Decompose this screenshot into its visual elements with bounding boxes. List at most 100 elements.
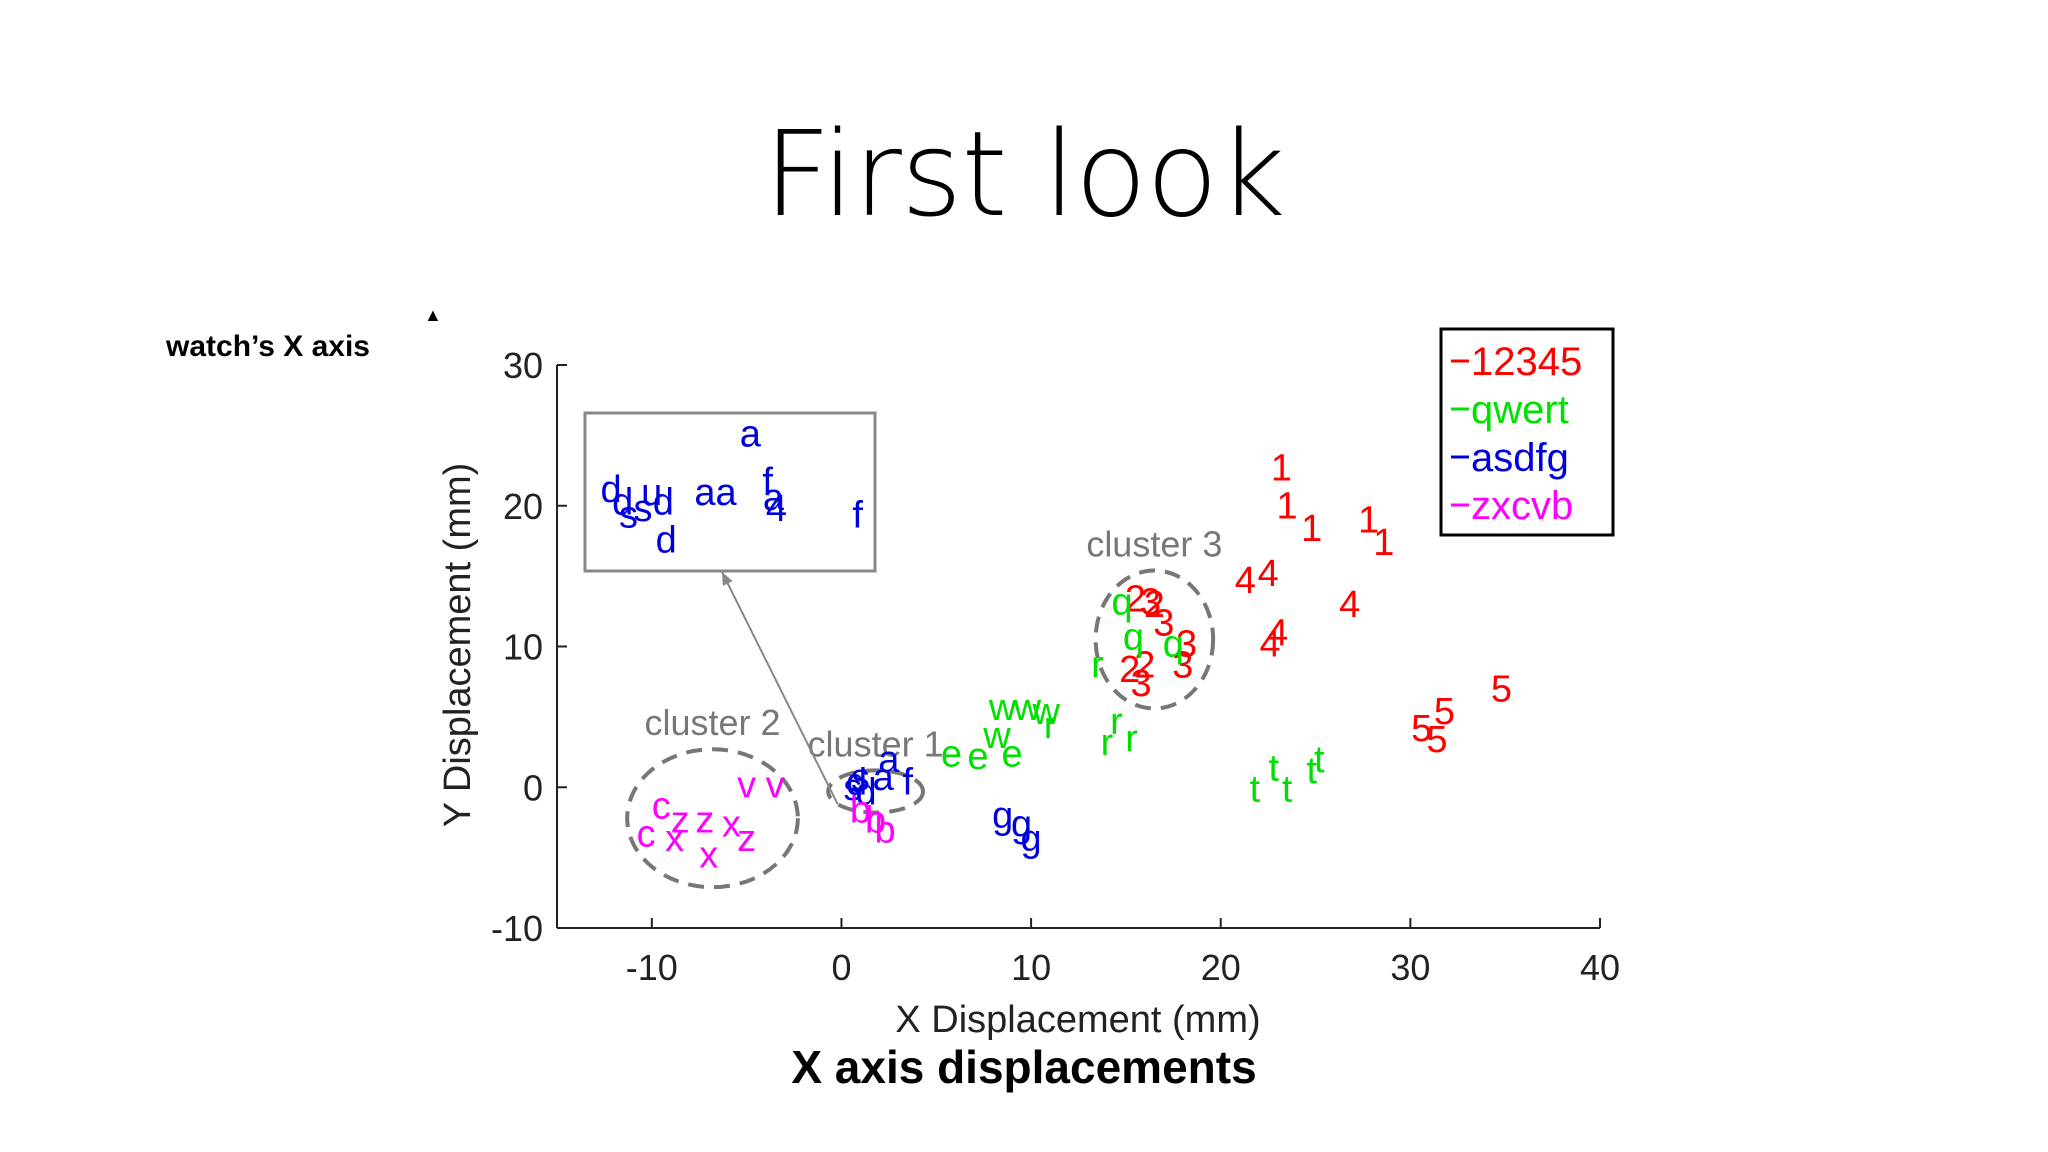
x-tick-label: 30 bbox=[1390, 947, 1430, 988]
y-axis-title: Y Displacement (mm) bbox=[437, 463, 479, 828]
slide-caption: X axis displacements bbox=[791, 1041, 1257, 1093]
legend-entry: 12345 bbox=[1471, 340, 1582, 384]
data-point: q bbox=[1163, 624, 1184, 666]
y-tick-label: 10 bbox=[503, 627, 543, 668]
inset-arrow-head bbox=[722, 572, 733, 586]
data-point: 1 bbox=[1373, 522, 1394, 564]
data-point: 3 bbox=[1176, 624, 1197, 666]
data-point: q bbox=[1123, 616, 1144, 658]
inset-arrow-line bbox=[721, 571, 839, 805]
x-tick-label: 0 bbox=[831, 947, 851, 988]
data-point: 2 bbox=[1119, 649, 1140, 691]
chart-axes: -10 0 10 20 30 40 -10 0 10 20 30 bbox=[491, 345, 1620, 988]
data-point: a bbox=[878, 739, 900, 781]
inset-point: s bbox=[619, 494, 638, 536]
data-point: s bbox=[851, 757, 870, 799]
data-point: 5 bbox=[1434, 691, 1455, 733]
data-point: 4 bbox=[1267, 612, 1288, 654]
inset-point: d bbox=[653, 482, 674, 524]
cluster-ellipse bbox=[826, 768, 925, 815]
legend-entry: zxcvb bbox=[1471, 484, 1573, 528]
data-point: e bbox=[967, 736, 988, 778]
data-point: r bbox=[1091, 645, 1104, 687]
data-point: g bbox=[1011, 804, 1032, 846]
data-point: t bbox=[1282, 769, 1293, 811]
data-point: 3 bbox=[1172, 645, 1193, 687]
data-point: 4 bbox=[1259, 624, 1280, 666]
data-point: c bbox=[652, 785, 671, 827]
y-tick-label: -10 bbox=[491, 908, 543, 949]
inset-point: d bbox=[601, 469, 622, 511]
x-tick-label: 10 bbox=[1011, 947, 1051, 988]
legend-entry: asdfg bbox=[1471, 436, 1569, 480]
data-point: x bbox=[722, 804, 741, 846]
data-point: 3 bbox=[1131, 663, 1152, 705]
data-point: v bbox=[766, 764, 785, 806]
cluster-label: cluster 1 bbox=[808, 723, 944, 764]
cluster-outlines: cluster 1 cluster 2 cluster 3 bbox=[625, 523, 1222, 890]
data-point: 2 bbox=[1134, 645, 1155, 687]
data-point: 4 bbox=[1258, 553, 1279, 595]
data-point: w bbox=[1013, 687, 1042, 729]
data-point: 1 bbox=[1271, 448, 1292, 490]
data-point: 2 bbox=[1144, 584, 1165, 626]
x-tick-label: 40 bbox=[1580, 947, 1620, 988]
data-point: r bbox=[1110, 701, 1123, 743]
y-tick-label: 20 bbox=[503, 486, 543, 527]
data-point: 5 bbox=[1411, 708, 1432, 750]
y-tick-label: 30 bbox=[503, 345, 543, 386]
cluster-ellipse bbox=[1093, 568, 1216, 711]
data-point: x bbox=[699, 835, 718, 877]
inset-point: a bbox=[763, 477, 785, 519]
x-tick-label: -10 bbox=[626, 947, 678, 988]
data-point: b bbox=[850, 790, 871, 832]
watch-axis-label: watch’s X axis bbox=[166, 330, 370, 363]
data-point: r bbox=[1125, 718, 1138, 760]
data-point: 1 bbox=[1358, 500, 1379, 542]
data-point: w bbox=[982, 715, 1011, 757]
data-point: 4 bbox=[1235, 560, 1256, 602]
inset-point: aa bbox=[694, 472, 737, 514]
data-point: t bbox=[1269, 747, 1280, 789]
data-point: g bbox=[992, 795, 1013, 837]
data-point: z bbox=[671, 799, 690, 841]
data-point: 4 bbox=[1339, 584, 1360, 626]
cluster-label: cluster 2 bbox=[644, 702, 780, 743]
data-point: 5 bbox=[1491, 669, 1512, 711]
legend-box bbox=[1439, 327, 1615, 537]
data-point: t bbox=[1306, 750, 1317, 792]
data-point: w bbox=[988, 687, 1017, 729]
data-point: 3 bbox=[1153, 602, 1174, 644]
inset-point: d bbox=[612, 482, 633, 524]
up-arrow-icon: ▲ bbox=[424, 305, 442, 325]
data-point: q bbox=[1112, 581, 1133, 623]
data-point: z bbox=[695, 799, 714, 841]
data-point: 1 bbox=[1277, 486, 1298, 528]
data-point: s bbox=[843, 767, 862, 809]
data-point: 2 bbox=[1125, 578, 1146, 620]
data-point: d bbox=[856, 771, 877, 813]
data-point: 1 bbox=[1301, 508, 1322, 550]
cluster-ellipse bbox=[625, 747, 800, 890]
data-point: f bbox=[903, 761, 914, 803]
legend-entry: qwert bbox=[1471, 388, 1569, 432]
x-axis-title: X Displacement (mm) bbox=[895, 999, 1260, 1041]
data-point: 5 bbox=[1426, 719, 1447, 761]
x-tick-label: 20 bbox=[1201, 947, 1241, 988]
inset-point: d bbox=[656, 520, 677, 562]
data-point: c bbox=[637, 814, 656, 856]
inset-point: a bbox=[740, 414, 762, 456]
data-point: e bbox=[1002, 733, 1023, 775]
data-point: d bbox=[846, 761, 867, 803]
data-point: t bbox=[1314, 739, 1325, 781]
data-point: b bbox=[865, 799, 886, 841]
data-point: 3 bbox=[1140, 581, 1161, 623]
data-point: z bbox=[737, 818, 756, 860]
inset-point: u bbox=[641, 472, 662, 514]
data-point: a bbox=[873, 757, 895, 799]
data-point: g bbox=[1021, 818, 1042, 860]
